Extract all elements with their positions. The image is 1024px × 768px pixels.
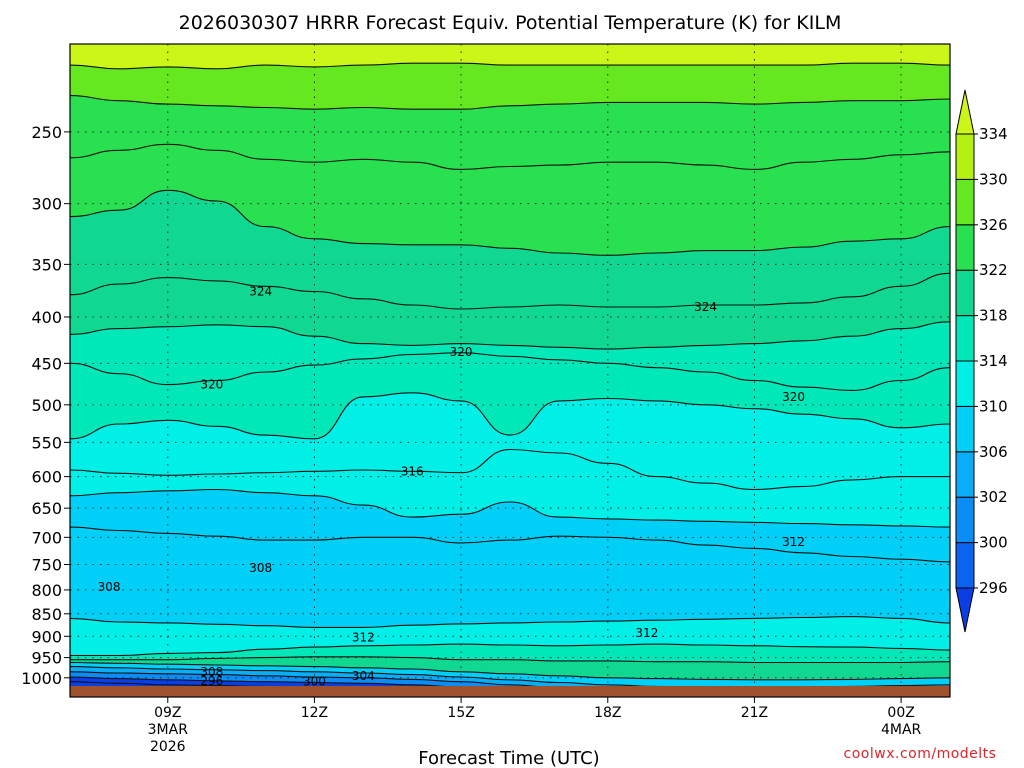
- contour-label-304: 304: [352, 669, 375, 683]
- x-axis-label: Forecast Time (UTC): [418, 748, 599, 768]
- colorbar-label-296: 296: [979, 579, 1008, 597]
- y-tick-label-350: 350: [31, 255, 62, 274]
- x-tick-label-00Z: 00Z: [887, 705, 914, 721]
- contour-label-312: 312: [635, 626, 658, 640]
- colorbar-segment-310-314: [955, 360, 975, 407]
- colorbar-extend-top: [955, 89, 975, 135]
- contour-label-308: 308: [98, 580, 121, 594]
- y-tick-label-900: 900: [31, 627, 62, 646]
- contour-line-317: [70, 392, 950, 440]
- colorbar-label-314: 314: [979, 352, 1008, 370]
- colorbar-label-302: 302: [979, 488, 1008, 506]
- plot-frame: [69, 43, 951, 698]
- colorbar-segment-314-318: [955, 315, 975, 362]
- colorbar-label-306: 306: [979, 443, 1008, 461]
- y-tick-label-750: 750: [31, 555, 62, 574]
- y-tick-label-600: 600: [31, 468, 62, 487]
- contour-label-296: 296: [200, 674, 223, 688]
- x-tick-label-18Z: 18Z: [594, 705, 621, 721]
- contour-line-325: [70, 189, 950, 256]
- contour-label-312: 312: [352, 631, 375, 645]
- surface-terrain-band: [70, 686, 950, 697]
- contour-label-320: 320: [782, 390, 805, 404]
- contour-label-308: 308: [200, 665, 223, 679]
- y-tick-label-450: 450: [31, 354, 62, 373]
- contour-label-316: 316: [401, 464, 424, 478]
- colorbar-segment-322-326: [955, 224, 975, 271]
- colorbar-segment-306-310: [955, 405, 975, 453]
- contour-line-313: [70, 656, 950, 664]
- colorbar-segment-296-300: [955, 542, 975, 589]
- colorbar-label-300: 300: [979, 534, 1008, 552]
- colorbar-segment-330-334: [955, 133, 975, 180]
- colorbar-label-322: 322: [979, 261, 1008, 279]
- x-tick-sublabel-4MAR: 4MAR: [881, 722, 922, 738]
- contour-line-311: [70, 526, 950, 563]
- y-tick-label-500: 500: [31, 396, 62, 415]
- x-tick-sublabel-3MAR: 3MAR: [148, 722, 189, 738]
- contour-line-331: [70, 62, 950, 70]
- colorbar-segment-326-330: [955, 178, 975, 226]
- contour-label-308: 308: [249, 561, 272, 575]
- colorbar-segment-318-322: [955, 269, 975, 317]
- colorbar-label-334: 334: [979, 125, 1008, 143]
- contour-label-320: 320: [450, 345, 473, 359]
- x-tick-label-12Z: 12Z: [301, 705, 328, 721]
- y-tick-label-250: 250: [31, 123, 62, 142]
- contour-label-324: 324: [694, 300, 717, 314]
- x-tick-label-09Z: 09Z: [154, 705, 181, 721]
- colorbar-label-310: 310: [979, 397, 1008, 415]
- contour-line-311: [70, 643, 950, 657]
- y-tick-label-550: 550: [31, 433, 62, 452]
- plot-area: 324 324 320 320 320 316 312 308 308 312 312 308 304 2…: [69, 43, 951, 698]
- contour-line-329: [70, 95, 950, 110]
- y-tick-label-1000: 1000: [21, 669, 62, 688]
- y-axis: 250 300 350 400 450 500 550 600 650 700 750 800 850 9…: [21, 123, 70, 688]
- chart-title: 2026030307 HRRR Forecast Equiv. Potentia…: [179, 12, 842, 34]
- x-tick-label-21Z: 21Z: [741, 705, 768, 721]
- contour-line-327: [70, 143, 950, 170]
- y-tick-label-300: 300: [31, 195, 62, 214]
- x-tick-sublabel-2026: 2026: [150, 739, 186, 755]
- y-tick-label-950: 950: [31, 649, 62, 668]
- colorbar-label-326: 326: [979, 216, 1008, 234]
- colorbar-legend: 296 300 302 306 310 314 318 322 326 330 334: [955, 89, 1008, 633]
- contour-line-321: [70, 321, 950, 350]
- contour-line-319: [70, 352, 950, 391]
- colorbar-extend-bottom: [955, 587, 975, 633]
- contour-label-324: 324: [249, 285, 272, 299]
- contour-label-300: 300: [303, 674, 326, 688]
- x-tick-label-15Z: 15Z: [447, 705, 474, 721]
- contour-line-315: [70, 448, 950, 491]
- contour-label-312: 312: [782, 535, 805, 549]
- credit-text: coolwx.com/modelts: [844, 746, 997, 762]
- colorbar-segment-300-302: [955, 496, 975, 544]
- contour-line-313: [70, 488, 950, 528]
- y-tick-label-700: 700: [31, 528, 62, 547]
- contour-line-315: [70, 661, 950, 681]
- colorbar-label-318: 318: [979, 307, 1008, 325]
- colorbar-label-330: 330: [979, 170, 1008, 188]
- y-tick-label-400: 400: [31, 308, 62, 327]
- y-tick-label-650: 650: [31, 499, 62, 518]
- colorbar-segment-302-306: [955, 451, 975, 498]
- contour-line-309: [70, 616, 950, 628]
- y-tick-label-850: 850: [31, 605, 62, 624]
- contour-line-323: [70, 272, 950, 310]
- contour-label-320: 320: [200, 378, 223, 392]
- y-tick-label-800: 800: [31, 581, 62, 600]
